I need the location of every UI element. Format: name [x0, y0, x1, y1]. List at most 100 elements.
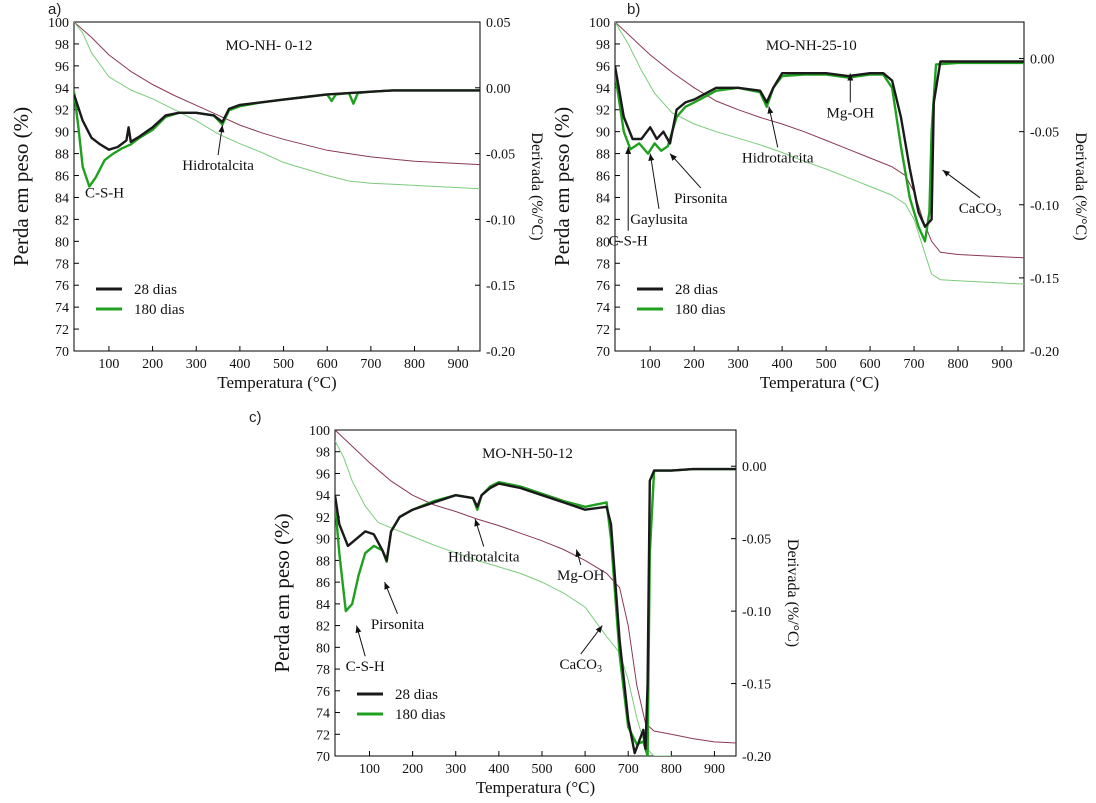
y2-tick-label: -0.10 — [486, 213, 515, 228]
x-tick-label: 800 — [661, 762, 682, 777]
y-tick-label: 94 — [596, 82, 610, 97]
plot-area — [74, 22, 480, 190]
y2-axis-label: Derivada (%/°C) — [528, 132, 545, 240]
x-tick-label: 600 — [860, 357, 881, 372]
x-axis-label: Temperatura (°C) — [476, 778, 595, 797]
annotation-arrowhead — [669, 153, 677, 161]
x-tick-label: 300 — [728, 357, 749, 372]
y-tick-label: 96 — [55, 60, 69, 75]
y2-tick-label: -0.05 — [742, 533, 771, 548]
annotation-label: Hidrotalcita — [448, 549, 520, 565]
x-axis-label: Temperatura (°C) — [217, 373, 336, 392]
annotation-arrowhead — [847, 73, 854, 81]
x-tick-label: 500 — [531, 762, 552, 777]
y-tick-label: 72 — [596, 323, 610, 338]
y-tick-label: 70 — [316, 750, 330, 765]
x-axis-label: Temperatura (°C) — [760, 373, 879, 392]
y-tick-label: 94 — [316, 489, 330, 504]
y-tick-label: 84 — [596, 191, 610, 206]
y-tick-label: 96 — [316, 467, 330, 482]
y-tick-label: 100 — [48, 16, 69, 31]
y2-tick-label: -0.20 — [1030, 345, 1059, 360]
y-tick-label: 78 — [596, 257, 610, 272]
legend-label: 28 dias — [675, 282, 718, 298]
y-tick-label: 80 — [55, 235, 69, 250]
annotation-arrowhead — [384, 582, 391, 590]
y-tick-label: 92 — [55, 104, 69, 119]
x-tick-label: 200 — [402, 762, 423, 777]
panel-3: c) 70 72 74 76 78 80 82 84 86 88 90 92 94 96 98 100 100 20… — [249, 409, 801, 797]
y-tick-label: 76 — [596, 279, 610, 294]
annotation-arrow — [942, 169, 981, 199]
plot-area — [615, 22, 1024, 285]
y-tick-label: 82 — [316, 620, 330, 635]
y-axis-label: Perda em peso (%) — [270, 513, 294, 672]
y2-tick-label: 0.00 — [1030, 53, 1055, 68]
y-tick-label: 92 — [316, 511, 330, 526]
y-tick-label: 100 — [589, 16, 610, 31]
y-tick-label: 90 — [316, 533, 330, 548]
tg-line-28-dias — [335, 430, 736, 744]
x-tick-label: 400 — [229, 357, 250, 372]
tg-line-180-dias — [335, 440, 672, 756]
y-tick-label: 74 — [596, 301, 610, 316]
panel-letter: b) — [627, 1, 640, 18]
y-tick-label: 86 — [55, 170, 69, 185]
y2-tick-label: -0.05 — [486, 148, 515, 163]
plot-area — [335, 430, 736, 756]
x-tick-label: 400 — [488, 762, 509, 777]
x-tick-label: 900 — [704, 762, 725, 777]
annotation-arrow — [669, 153, 702, 189]
x-tick-label: 700 — [618, 762, 639, 777]
y-tick-label: 98 — [316, 446, 330, 461]
x-tick-label: 600 — [317, 357, 338, 372]
y-tick-label: 86 — [316, 576, 330, 591]
y-tick-label: 76 — [316, 685, 330, 700]
x-tick-label: 900 — [448, 357, 469, 372]
annotation-subscript: 3 — [597, 664, 602, 675]
plot-frame — [334, 429, 737, 757]
panel-2: b) 70 72 74 76 78 80 82 84 86 88 90 92 94 96 98 100 100 20… — [550, 1, 1089, 392]
annotation-label: Hidrotalcita — [742, 150, 814, 166]
annotation-arrowhead — [767, 106, 774, 114]
x-tick-label: 300 — [186, 357, 207, 372]
y-tick-label: 74 — [316, 707, 330, 722]
y2-tick-label: -0.15 — [1030, 272, 1059, 287]
y-tick-label: 84 — [316, 598, 330, 613]
y-tick-label: 88 — [55, 148, 69, 163]
y2-tick-label: -0.05 — [1030, 126, 1059, 141]
y-axis-label: Perda em peso (%) — [9, 107, 33, 266]
panel-letter: a) — [48, 1, 61, 18]
x-tick-label: 700 — [904, 357, 925, 372]
y-tick-label: 72 — [55, 323, 69, 338]
annotation-label: Mg-OH — [557, 568, 605, 584]
legend-label: 180 dias — [675, 302, 726, 318]
y-axis-label: Perda em peso (%) — [550, 107, 574, 266]
y-tick-label: 88 — [596, 148, 610, 163]
y-tick-label: 72 — [316, 728, 330, 743]
dtg-line-28-dias — [74, 89, 480, 151]
annotation-label: C-S-H — [85, 185, 124, 201]
dtg-line-180-dias — [615, 61, 1024, 243]
panel-1: a) 70 72 74 76 78 80 82 84 86 88 90 92 94 96 98 100 100 20… — [9, 1, 545, 392]
y2-tick-label: 0.05 — [486, 16, 511, 31]
x-tick-label: 200 — [142, 357, 163, 372]
y-tick-label: 82 — [55, 213, 69, 228]
y-tick-label: 92 — [596, 104, 610, 119]
y-tick-label: 90 — [596, 126, 610, 141]
annotation-arrowhead — [595, 625, 603, 633]
y-tick-label: 80 — [316, 641, 330, 656]
x-tick-label: 100 — [359, 762, 380, 777]
tg-line-180-dias — [74, 22, 480, 190]
tg-line-180-dias — [615, 22, 1024, 285]
y-tick-label: 70 — [596, 345, 610, 360]
panel-title: MO-NH-25-10 — [766, 38, 857, 54]
annotation-label: C-S-H — [346, 659, 385, 675]
x-tick-label: 300 — [445, 762, 466, 777]
plot-frame — [614, 21, 1025, 352]
y2-axis-label: Derivada (%/°C) — [1072, 132, 1089, 240]
y-tick-label: 80 — [596, 235, 610, 250]
y-tick-label: 84 — [55, 191, 69, 206]
y-tick-label: 76 — [55, 279, 69, 294]
